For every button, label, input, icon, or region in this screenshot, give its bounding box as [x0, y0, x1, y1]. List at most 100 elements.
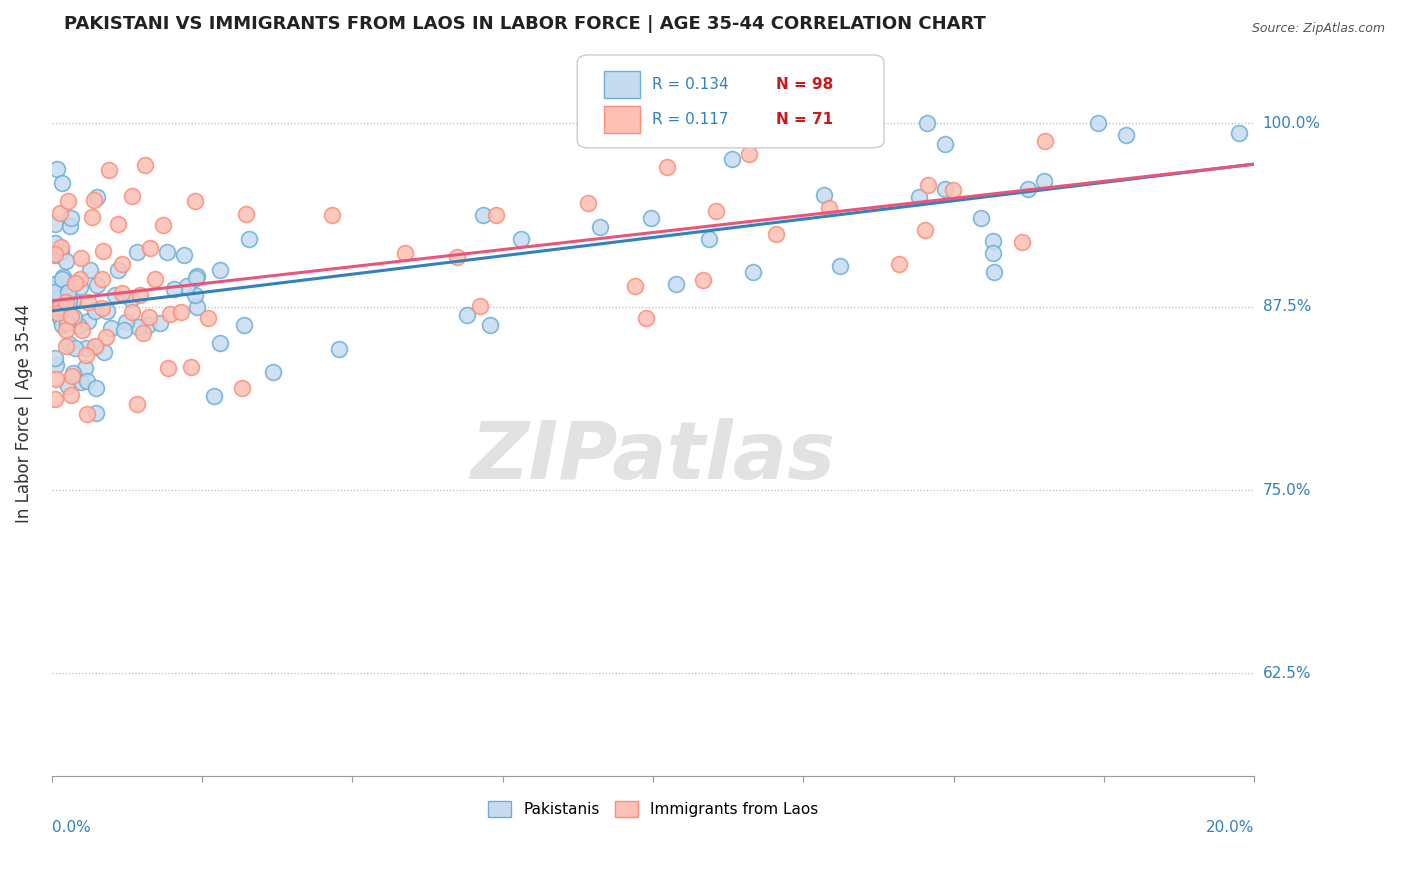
Point	[49, 310, 72, 325]
Text: 75.0%: 75.0%	[1263, 483, 1310, 498]
Point	[262, 365, 284, 379]
Point	[152, 219, 174, 233]
Point	[86, 189, 108, 203]
Point	[1115, 128, 1137, 142]
Point	[934, 136, 956, 151]
Point	[887, 256, 910, 270]
Text: 20.0%: 20.0%	[1206, 820, 1254, 835]
Point	[120, 293, 142, 307]
Point	[51, 293, 73, 307]
Point	[77, 295, 100, 310]
FancyBboxPatch shape	[578, 55, 884, 148]
Point	[90, 301, 112, 315]
Point	[233, 318, 256, 333]
Point	[52, 269, 75, 284]
Point	[208, 336, 231, 351]
Point	[60, 369, 83, 384]
Point	[468, 299, 491, 313]
Point	[100, 321, 122, 335]
Point	[58, 294, 80, 309]
Point	[96, 304, 118, 318]
Text: 100.0%: 100.0%	[1263, 116, 1320, 131]
Point	[45, 359, 67, 373]
Point	[209, 262, 232, 277]
Point	[84, 304, 107, 318]
Point	[59, 211, 82, 226]
Point	[156, 245, 179, 260]
Point	[73, 361, 96, 376]
Point	[186, 269, 208, 284]
Point	[742, 265, 765, 279]
Point	[44, 277, 66, 291]
Point	[1035, 134, 1057, 148]
Point	[51, 177, 73, 191]
Point	[84, 381, 107, 395]
Point	[830, 259, 852, 273]
Point	[62, 366, 84, 380]
Point	[132, 326, 155, 340]
Point	[58, 379, 80, 393]
Point	[91, 244, 114, 258]
Point	[65, 277, 87, 291]
Text: PAKISTANI VS IMMIGRANTS FROM LAOS IN LABOR FORCE | AGE 35-44 CORRELATION CHART: PAKISTANI VS IMMIGRANTS FROM LAOS IN LAB…	[63, 15, 986, 33]
Point	[49, 278, 72, 293]
Point	[48, 300, 70, 314]
Point	[44, 351, 66, 365]
Point	[173, 248, 195, 262]
Point	[46, 306, 69, 320]
Point	[125, 244, 148, 259]
Point	[692, 272, 714, 286]
Text: N = 71: N = 71	[776, 112, 832, 127]
Point	[58, 336, 80, 351]
Point	[70, 376, 93, 390]
Point	[104, 287, 127, 301]
Point	[62, 310, 84, 325]
Point	[813, 188, 835, 202]
Point	[55, 339, 77, 353]
Point	[640, 211, 662, 225]
Point	[127, 319, 149, 334]
Point	[184, 194, 207, 208]
Point	[765, 227, 787, 241]
Point	[321, 208, 343, 222]
Point	[51, 318, 73, 332]
Point	[80, 210, 103, 224]
Point	[48, 285, 70, 299]
Point	[1011, 235, 1033, 249]
Point	[446, 250, 468, 264]
Point	[49, 289, 72, 303]
Point	[915, 116, 938, 130]
Point	[665, 277, 688, 291]
Point	[202, 389, 225, 403]
Point	[634, 311, 657, 326]
Point	[60, 387, 83, 401]
Point	[44, 217, 66, 231]
Text: R = 0.134: R = 0.134	[652, 78, 728, 92]
Point	[934, 182, 956, 196]
Point	[697, 232, 720, 246]
Point	[55, 323, 77, 337]
Point	[914, 223, 936, 237]
Point	[589, 220, 612, 235]
Point	[65, 341, 87, 355]
Point	[59, 309, 82, 323]
Point	[197, 310, 219, 325]
Point	[55, 294, 77, 309]
Point	[156, 360, 179, 375]
Point	[72, 323, 94, 337]
Point	[45, 161, 67, 176]
Point	[576, 195, 599, 210]
Point	[485, 208, 508, 222]
Point	[46, 301, 69, 315]
Point	[110, 257, 132, 271]
Point	[49, 206, 72, 220]
Point	[704, 204, 727, 219]
Point	[238, 232, 260, 246]
Point	[107, 263, 129, 277]
Point	[49, 240, 72, 254]
Text: ZIPatlas: ZIPatlas	[471, 417, 835, 496]
Point	[56, 285, 79, 300]
Point	[112, 323, 135, 337]
Point	[328, 342, 350, 356]
Point	[97, 163, 120, 178]
